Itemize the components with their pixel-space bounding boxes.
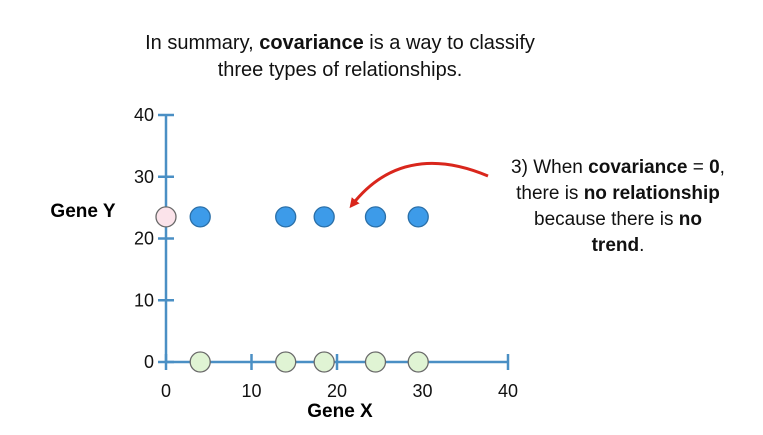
- callout-b5: trend: [591, 235, 640, 256]
- y-tick-label: 0: [144, 352, 154, 372]
- y-axis-label: Gene Y: [50, 201, 115, 222]
- callout-t6: .: [639, 235, 645, 256]
- x-tick-label: 10: [241, 381, 261, 401]
- callout-t5: because there is: [534, 209, 679, 230]
- title-bold-covariance: covariance: [259, 32, 364, 54]
- callout-line-1: 3) When covariance = 0,: [478, 155, 758, 181]
- x-tick-label: 20: [327, 381, 347, 401]
- data-point: [313, 351, 335, 373]
- x-tick-label: 40: [498, 381, 518, 401]
- slide-title: In summary, covariance is a way to class…: [130, 30, 550, 84]
- data-point: [189, 351, 211, 373]
- y-tick-label: 30: [134, 167, 154, 187]
- y-tick-label: 40: [134, 105, 154, 125]
- callout-t1: 3) When: [511, 157, 589, 178]
- x-axis-label: Gene X: [307, 401, 373, 422]
- data-point: [407, 206, 429, 228]
- callout-b4: no: [678, 209, 702, 230]
- callout-b2: 0: [709, 157, 720, 178]
- callout-text: 3) When covariance = 0, there is no rela…: [478, 155, 758, 259]
- title-text-2: is a way to classify three types of rela…: [217, 32, 535, 81]
- data-point: [407, 351, 429, 373]
- data-point: [275, 206, 297, 228]
- callout-t3: ,: [719, 157, 725, 178]
- data-point: [189, 206, 211, 228]
- x-tick-label: 0: [161, 381, 171, 401]
- callout-t4: there is: [516, 183, 584, 204]
- y-tick-label: 10: [134, 290, 154, 310]
- x-tick-label: 30: [412, 381, 432, 401]
- y-tick-label: 20: [134, 229, 154, 249]
- callout-b1: covariance: [588, 157, 688, 178]
- title-text-1: In summary,: [145, 32, 260, 54]
- axes: 0 10 20 30 40 0 10 20 30 40: [134, 105, 518, 401]
- data-point: [364, 351, 387, 373]
- callout-line-2: there is no relationship: [478, 181, 758, 207]
- callout-line-3: because there is no: [478, 207, 758, 233]
- data-point: [364, 206, 387, 228]
- data-point: [155, 206, 177, 228]
- data-point: [313, 206, 335, 228]
- callout-b3: no relationship: [583, 183, 720, 204]
- callout-arrow: [349, 161, 489, 209]
- points: [155, 206, 429, 373]
- callout-line-4: trend.: [478, 233, 758, 259]
- data-point: [275, 351, 297, 373]
- callout-t2: =: [687, 157, 710, 178]
